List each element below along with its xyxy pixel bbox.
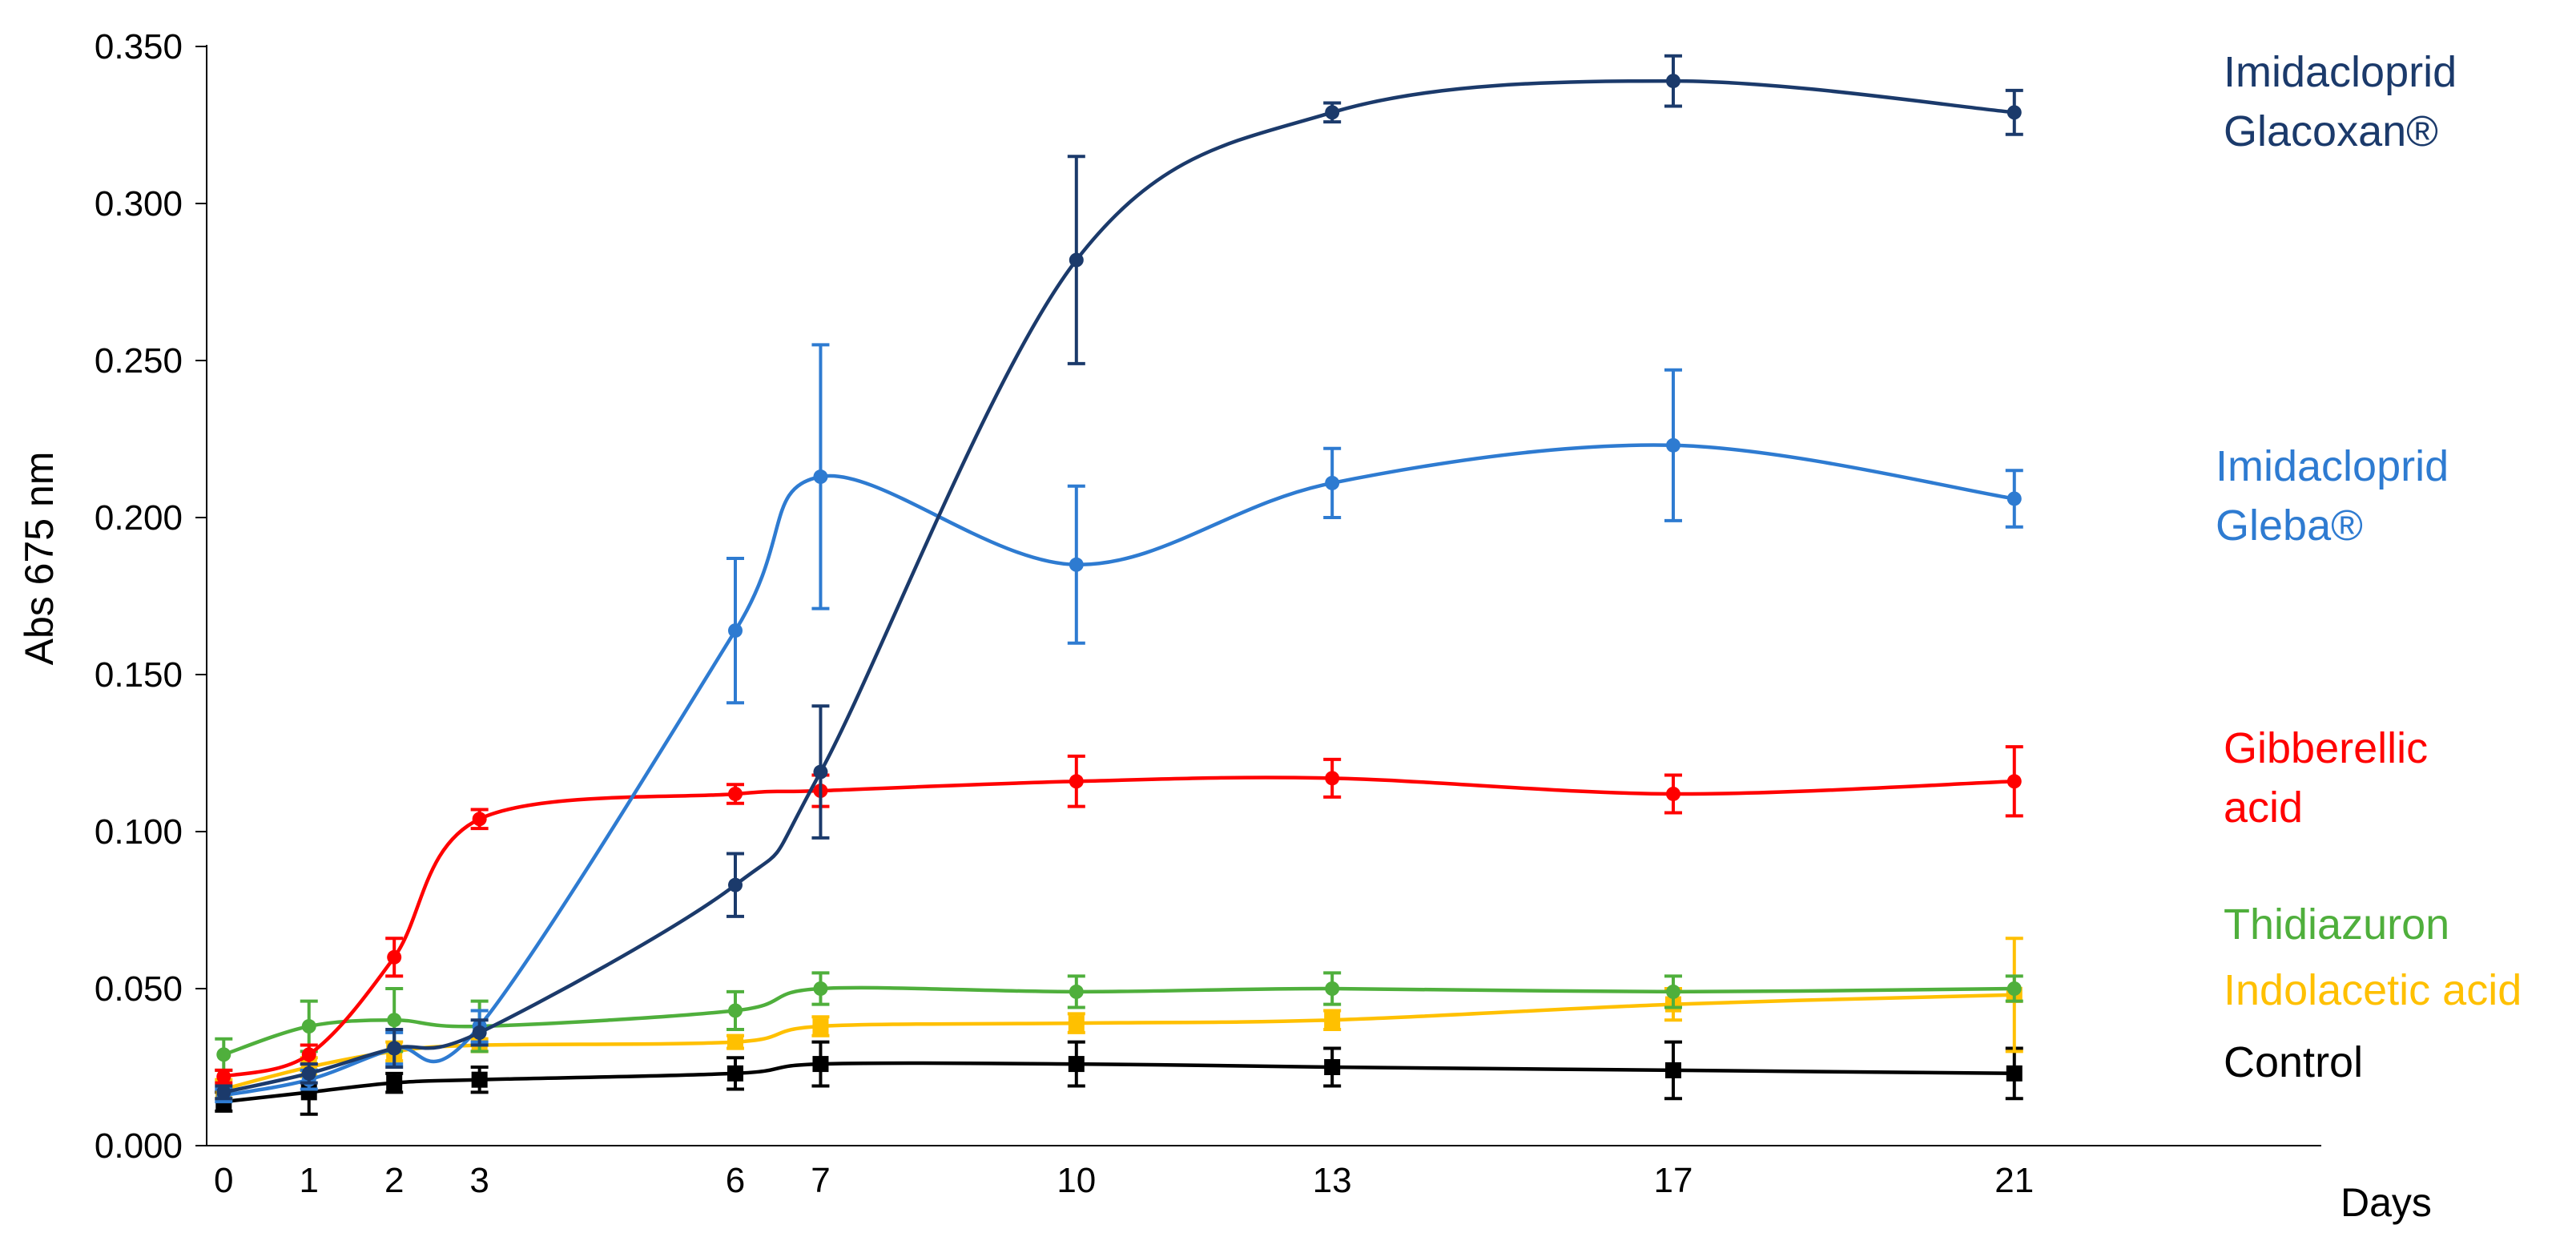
series-line <box>223 443 2015 1098</box>
x-tick-label: 2 <box>384 1161 404 1200</box>
data-point <box>387 1041 402 1056</box>
x-tick-label: 0 <box>214 1161 233 1200</box>
series-label: Control <box>2224 1038 2363 1086</box>
data-point <box>1664 1062 1681 1078</box>
data-point <box>2006 981 2022 996</box>
series-label-line: Gibberellic <box>2224 724 2428 772</box>
series-label-line: Imidacloprid <box>2224 48 2457 96</box>
data-point <box>472 1025 487 1040</box>
data-point <box>727 1033 743 1050</box>
series-imidacloprid-gleba <box>215 343 2023 1104</box>
series-label-line: Indolacetic acid <box>2224 966 2522 1014</box>
data-point <box>813 981 828 996</box>
data-point <box>216 1085 231 1100</box>
y-tick-label: 0.050 <box>95 969 183 1009</box>
data-point <box>301 1066 316 1081</box>
data-point <box>812 1056 829 1073</box>
x-tick-label: 13 <box>1313 1161 1352 1200</box>
x-tick-label: 10 <box>1057 1161 1096 1200</box>
series-label-line: Thidiazuron <box>2224 900 2449 949</box>
data-point <box>1665 74 1680 89</box>
x-tick-label: 7 <box>811 1161 830 1200</box>
data-point <box>1325 475 1340 490</box>
data-point <box>1325 981 1340 996</box>
series-line <box>223 776 2015 1078</box>
y-tick-label: 0.100 <box>95 812 183 852</box>
data-point <box>1068 1015 1085 1032</box>
y-axis-title: Abs 675 nm <box>17 452 62 666</box>
data-point <box>387 949 402 965</box>
series-label: Gibberellic acid <box>2224 724 2428 832</box>
x-axis-title: Days <box>2341 1180 2432 1225</box>
series-thidiazuron <box>215 971 2023 1072</box>
data-point <box>2006 105 2022 120</box>
data-point <box>1069 252 1084 268</box>
series-line <box>223 1061 2015 1104</box>
data-point <box>813 764 828 780</box>
data-point <box>812 1018 829 1035</box>
series-label: Imidacloprid Gleba® <box>2216 442 2449 550</box>
y-tick-label: 0.350 <box>95 27 183 66</box>
data-point <box>301 1047 316 1062</box>
data-point <box>1665 786 1680 801</box>
data-point <box>728 786 743 801</box>
series-line <box>223 79 2015 1094</box>
data-point <box>728 877 743 892</box>
data-point <box>387 1013 402 1028</box>
series-control <box>215 1040 2023 1116</box>
data-point <box>1069 774 1084 789</box>
data-point <box>1325 771 1340 786</box>
axes: 0.000 0.050 0.100 0.150 0.200 0.250 0.300 0.350… <box>95 27 2321 1200</box>
series-imidacloprid-glacoxan <box>215 54 2023 1101</box>
series-label-line: Gleba® <box>2216 502 2363 550</box>
data-point <box>386 1074 403 1091</box>
data-point <box>1068 1056 1085 1073</box>
series-label-line: Control <box>2224 1038 2363 1086</box>
y-tick-label: 0.150 <box>95 655 183 695</box>
data-point <box>727 1065 743 1082</box>
x-tick-label: 3 <box>469 1161 489 1200</box>
y-tick-label: 0.000 <box>95 1126 183 1166</box>
data-point <box>472 812 487 827</box>
data-point <box>1069 984 1084 999</box>
data-point <box>1665 984 1680 999</box>
data-point <box>1325 105 1340 120</box>
series-label-line: Glacoxan® <box>2224 107 2438 155</box>
data-point <box>216 1047 231 1062</box>
x-tick-label: 1 <box>299 1161 318 1200</box>
data-point <box>1324 1012 1341 1029</box>
data-point <box>728 1003 743 1018</box>
data-point <box>471 1071 488 1088</box>
data-point <box>2006 774 2022 789</box>
data-point <box>2006 1065 2023 1082</box>
series-label: Imidacloprid Glacoxan® <box>2224 48 2457 155</box>
y-tick-label: 0.300 <box>95 184 183 224</box>
data-point <box>216 1069 231 1084</box>
y-tick-label: 0.200 <box>95 498 183 538</box>
series-layer <box>215 54 2023 1116</box>
series-label: Thidiazuron <box>2224 900 2449 949</box>
x-tick-label: 21 <box>1994 1161 2034 1200</box>
data-point <box>728 623 743 639</box>
data-point <box>2006 491 2022 506</box>
data-point <box>813 469 828 485</box>
series-label-line: acid <box>2224 784 2303 832</box>
data-point <box>1069 557 1084 572</box>
series-label: Indolacetic acid <box>2224 966 2522 1014</box>
series-label-line: Imidacloprid <box>2216 442 2449 490</box>
x-tick-label: 17 <box>1653 1161 1693 1200</box>
x-tick-label: 6 <box>726 1161 745 1200</box>
series-labels: Control Indolacetic acid Thidiazuron Gibber… <box>2216 48 2522 1086</box>
y-tick-label: 0.250 <box>95 341 183 381</box>
data-point <box>301 1019 316 1034</box>
data-point <box>1665 437 1680 453</box>
data-point <box>1324 1059 1341 1075</box>
